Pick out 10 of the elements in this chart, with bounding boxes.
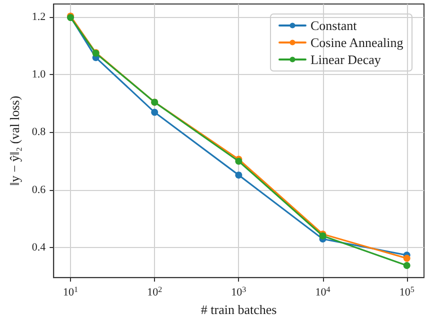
y-tick-label: 1.0 [32, 68, 46, 81]
x-axis-title: # train batches [200, 302, 277, 317]
legend-label: Constant [310, 18, 358, 33]
y-tick-label: 1.2 [32, 10, 46, 23]
y-tick-label: 0.4 [32, 241, 46, 254]
y-tick-label: 0.8 [32, 126, 46, 138]
legend-label: Cosine Annealing [310, 35, 404, 50]
y-tick-label: 0.6 [32, 184, 46, 196]
legend-label: Linear Decay [310, 52, 382, 67]
y-axis-title: ‖y − ŷ‖₂ (val loss) [7, 96, 22, 186]
